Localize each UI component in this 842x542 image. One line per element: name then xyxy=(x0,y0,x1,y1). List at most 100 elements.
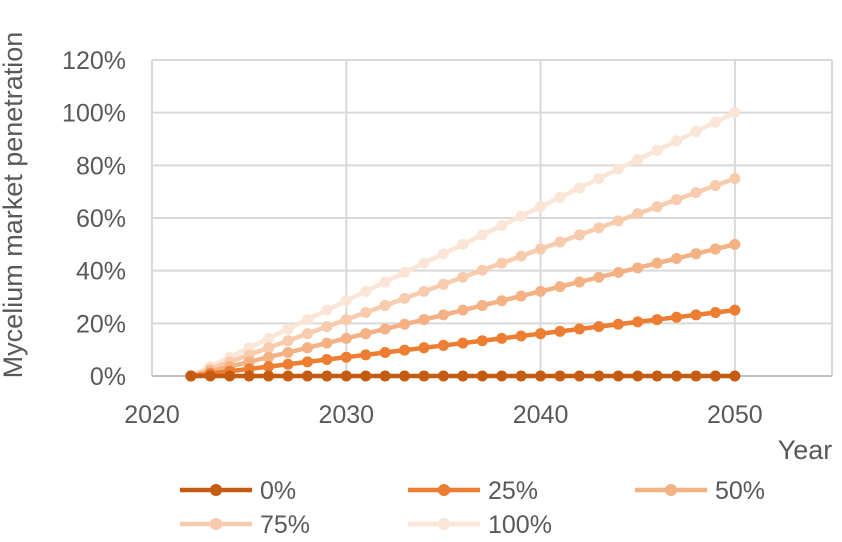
data-point xyxy=(535,243,547,255)
legend-swatch-marker xyxy=(665,484,677,496)
data-point xyxy=(729,304,741,316)
data-point xyxy=(399,344,411,356)
data-point xyxy=(263,332,275,344)
legend-item: 25% xyxy=(408,477,538,505)
legend-item: 100% xyxy=(408,511,552,539)
legend: 0% 25% 50% 75% 100% xyxy=(180,477,765,539)
y-tick-label: 80% xyxy=(76,152,126,180)
legend-swatch-marker xyxy=(438,484,450,496)
legend-item: 75% xyxy=(180,511,310,539)
data-point xyxy=(632,262,644,274)
data-point xyxy=(360,349,372,361)
data-point xyxy=(340,314,352,326)
data-point xyxy=(709,243,721,255)
data-point xyxy=(515,290,527,302)
data-point xyxy=(573,182,585,194)
data-point xyxy=(496,370,508,382)
data-point xyxy=(321,337,333,349)
data-point xyxy=(437,370,449,382)
data-point xyxy=(379,276,391,288)
data-point xyxy=(535,328,547,340)
data-point xyxy=(282,323,294,335)
data-point xyxy=(612,318,624,330)
data-point xyxy=(301,370,313,382)
data-point xyxy=(224,370,236,382)
data-point xyxy=(709,180,721,192)
data-point xyxy=(340,295,352,307)
data-point xyxy=(651,201,663,213)
data-point xyxy=(709,307,721,319)
data-point xyxy=(437,339,449,351)
data-point xyxy=(671,252,683,264)
data-point xyxy=(690,248,702,260)
data-point xyxy=(282,335,294,347)
data-point xyxy=(476,264,488,276)
legend-item: 50% xyxy=(635,477,765,505)
data-point xyxy=(554,325,566,337)
data-point xyxy=(360,370,372,382)
data-point xyxy=(593,222,605,234)
data-point xyxy=(671,135,683,147)
data-point xyxy=(729,107,741,119)
series-group xyxy=(185,107,741,382)
x-tick-label: 2050 xyxy=(707,401,763,429)
data-point xyxy=(690,187,702,199)
data-point xyxy=(632,208,644,220)
y-tick-label: 60% xyxy=(76,205,126,233)
data-point xyxy=(379,299,391,311)
x-tick-label: 2020 xyxy=(124,401,180,429)
data-point xyxy=(282,370,294,382)
data-point xyxy=(651,370,663,382)
data-point xyxy=(690,370,702,382)
data-point xyxy=(496,220,508,232)
data-point xyxy=(301,314,313,326)
data-point xyxy=(437,278,449,290)
data-point xyxy=(535,285,547,297)
data-point xyxy=(573,276,585,288)
series-0% xyxy=(185,370,741,382)
data-point xyxy=(457,271,469,283)
data-point xyxy=(573,229,585,241)
data-point xyxy=(340,332,352,344)
data-point xyxy=(515,250,527,262)
data-point xyxy=(651,314,663,326)
data-point xyxy=(593,271,605,283)
data-point xyxy=(476,370,488,382)
data-point xyxy=(554,191,566,203)
data-point xyxy=(690,309,702,321)
data-point xyxy=(185,370,197,382)
data-point xyxy=(321,304,333,316)
data-point xyxy=(612,163,624,175)
data-point xyxy=(651,144,663,156)
series-25% xyxy=(185,304,741,382)
legend-label: 100% xyxy=(488,511,552,537)
data-point xyxy=(263,351,275,363)
data-point xyxy=(457,304,469,316)
data-point xyxy=(612,215,624,227)
data-point xyxy=(496,295,508,307)
data-point xyxy=(729,370,741,382)
data-point xyxy=(437,248,449,260)
data-point xyxy=(593,321,605,333)
data-point xyxy=(671,311,683,323)
series-75% xyxy=(185,173,741,382)
data-point xyxy=(651,257,663,269)
series-50% xyxy=(185,238,741,382)
y-tick-label: 100% xyxy=(62,100,126,128)
data-point xyxy=(573,370,585,382)
data-point xyxy=(457,238,469,250)
data-point xyxy=(418,342,430,354)
data-point xyxy=(632,370,644,382)
data-point xyxy=(476,335,488,347)
data-point xyxy=(632,316,644,328)
y-tick-label: 20% xyxy=(76,310,126,338)
data-point xyxy=(399,370,411,382)
data-point xyxy=(263,361,275,373)
data-point xyxy=(263,370,275,382)
y-tick-label: 0% xyxy=(90,363,126,391)
data-point xyxy=(535,201,547,213)
data-point xyxy=(496,257,508,269)
data-point xyxy=(379,370,391,382)
data-point xyxy=(399,318,411,330)
